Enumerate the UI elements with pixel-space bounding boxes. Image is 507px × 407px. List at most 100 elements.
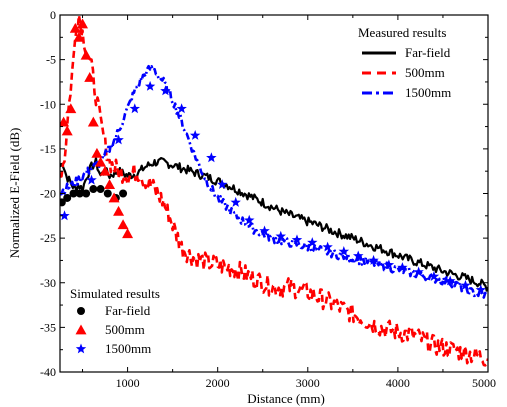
- series-marker: [65, 103, 77, 114]
- y-tick-label: -35: [40, 320, 56, 334]
- series-line: [60, 64, 488, 299]
- x-tick-label: 4000: [386, 376, 410, 390]
- series-0: [60, 157, 488, 292]
- legend-label: 500mm: [105, 322, 145, 337]
- series-marker: [206, 152, 217, 163]
- series-marker: [444, 275, 456, 286]
- series-marker: [291, 234, 303, 245]
- series-3: [60, 185, 128, 207]
- series-marker: [104, 179, 116, 189]
- legend-label: Far-field: [405, 45, 451, 60]
- legend-label: 1500mm: [105, 341, 151, 356]
- legend-label: 500mm: [405, 65, 445, 80]
- legend-sample-marker: [75, 324, 87, 335]
- legend-entry: 1500mm: [362, 85, 451, 100]
- series-marker: [428, 271, 440, 281]
- series-marker: [69, 22, 81, 33]
- y-tick-label: -20: [40, 187, 56, 201]
- series-marker: [86, 174, 97, 185]
- legend-entry: 1500mm: [75, 341, 151, 356]
- legend-title: Measured results: [358, 25, 446, 40]
- series-marker: [103, 189, 112, 198]
- y-tick-label: -30: [40, 276, 56, 290]
- series-marker: [91, 147, 103, 158]
- series-marker: [413, 266, 424, 277]
- legend-bottom-left: Simulated results Far-field 500mm 1500mm: [70, 286, 160, 356]
- x-tick-label: 5000: [472, 376, 496, 390]
- series-marker: [75, 189, 84, 198]
- series-marker: [368, 254, 379, 265]
- series-marker: [84, 71, 96, 82]
- x-tick-label: 3000: [296, 376, 320, 390]
- legend-layer: Measured resultsFar-field500mm1500mmSimu…: [70, 25, 451, 356]
- series-marker: [73, 31, 85, 42]
- series-marker: [61, 125, 73, 136]
- series-marker: [99, 165, 111, 176]
- y-tick-label: -40: [40, 365, 56, 379]
- series-line: [60, 15, 488, 367]
- series-marker: [144, 80, 156, 91]
- x-axis-label: Distance (mm): [247, 391, 325, 406]
- series-marker: [129, 103, 140, 114]
- series-marker: [60, 116, 70, 127]
- y-tick-label: 0: [50, 8, 56, 22]
- legend-entry: Far-field: [362, 45, 451, 60]
- series-marker: [176, 103, 187, 114]
- x-tick-label: 2000: [206, 376, 230, 390]
- series-marker: [113, 205, 125, 216]
- series-marker: [80, 49, 92, 60]
- series-4: [60, 18, 134, 239]
- series-marker: [108, 192, 120, 203]
- y-axis-label: Normalized E-Field (dB): [7, 128, 22, 259]
- series-marker: [69, 189, 78, 198]
- legend-top-right: Measured results Far-field 500mm 1500mm: [358, 25, 451, 100]
- series-marker: [189, 130, 201, 140]
- y-tick-label: -5: [46, 53, 56, 67]
- y-tick-label: -10: [40, 97, 56, 111]
- series-line: [60, 157, 488, 292]
- legend-entry: Far-field: [77, 303, 151, 318]
- series-5: [60, 80, 486, 295]
- series-marker: [119, 189, 128, 198]
- legend-label: Far-field: [105, 303, 151, 318]
- series-marker: [259, 225, 270, 236]
- series-marker: [89, 185, 98, 194]
- legend-label: 1500mm: [405, 85, 451, 100]
- series-2: [60, 64, 488, 299]
- series-marker: [122, 228, 134, 239]
- legend-sample-marker: [75, 343, 87, 354]
- series-marker: [217, 179, 228, 189]
- series-marker: [95, 156, 107, 167]
- legend-title: Simulated results: [70, 286, 160, 301]
- series-marker: [117, 219, 129, 230]
- axes-layer: 1000 2000 3000 4000 5000 0 -5 -10 -15 -20 -25 -30 -3…: [40, 8, 496, 390]
- legend-sample-marker: [77, 307, 85, 315]
- series-marker: [397, 262, 408, 272]
- series-marker: [82, 189, 91, 198]
- series-marker: [230, 196, 241, 207]
- series-marker: [338, 246, 350, 256]
- series-marker: [87, 116, 99, 127]
- series-marker: [307, 237, 318, 247]
- series-marker: [322, 241, 333, 252]
- series-marker: [383, 259, 395, 270]
- series-marker: [60, 210, 70, 221]
- series-marker: [96, 185, 105, 194]
- series-marker: [353, 250, 364, 261]
- x-tick-label: 1000: [116, 376, 140, 390]
- series-1: [60, 15, 488, 367]
- series-marker: [475, 284, 486, 295]
- series-layer: [60, 15, 488, 367]
- series-marker: [275, 230, 286, 241]
- series-marker: [77, 18, 89, 29]
- series-marker: [63, 193, 72, 202]
- series-marker: [244, 214, 255, 225]
- series-marker: [160, 85, 171, 96]
- legend-entry: 500mm: [362, 65, 445, 80]
- series-marker: [113, 134, 124, 145]
- series-marker: [460, 279, 471, 290]
- y-tick-label: -25: [40, 231, 56, 245]
- legend-entry: 500mm: [75, 322, 145, 337]
- y-tick-label: -15: [40, 142, 56, 156]
